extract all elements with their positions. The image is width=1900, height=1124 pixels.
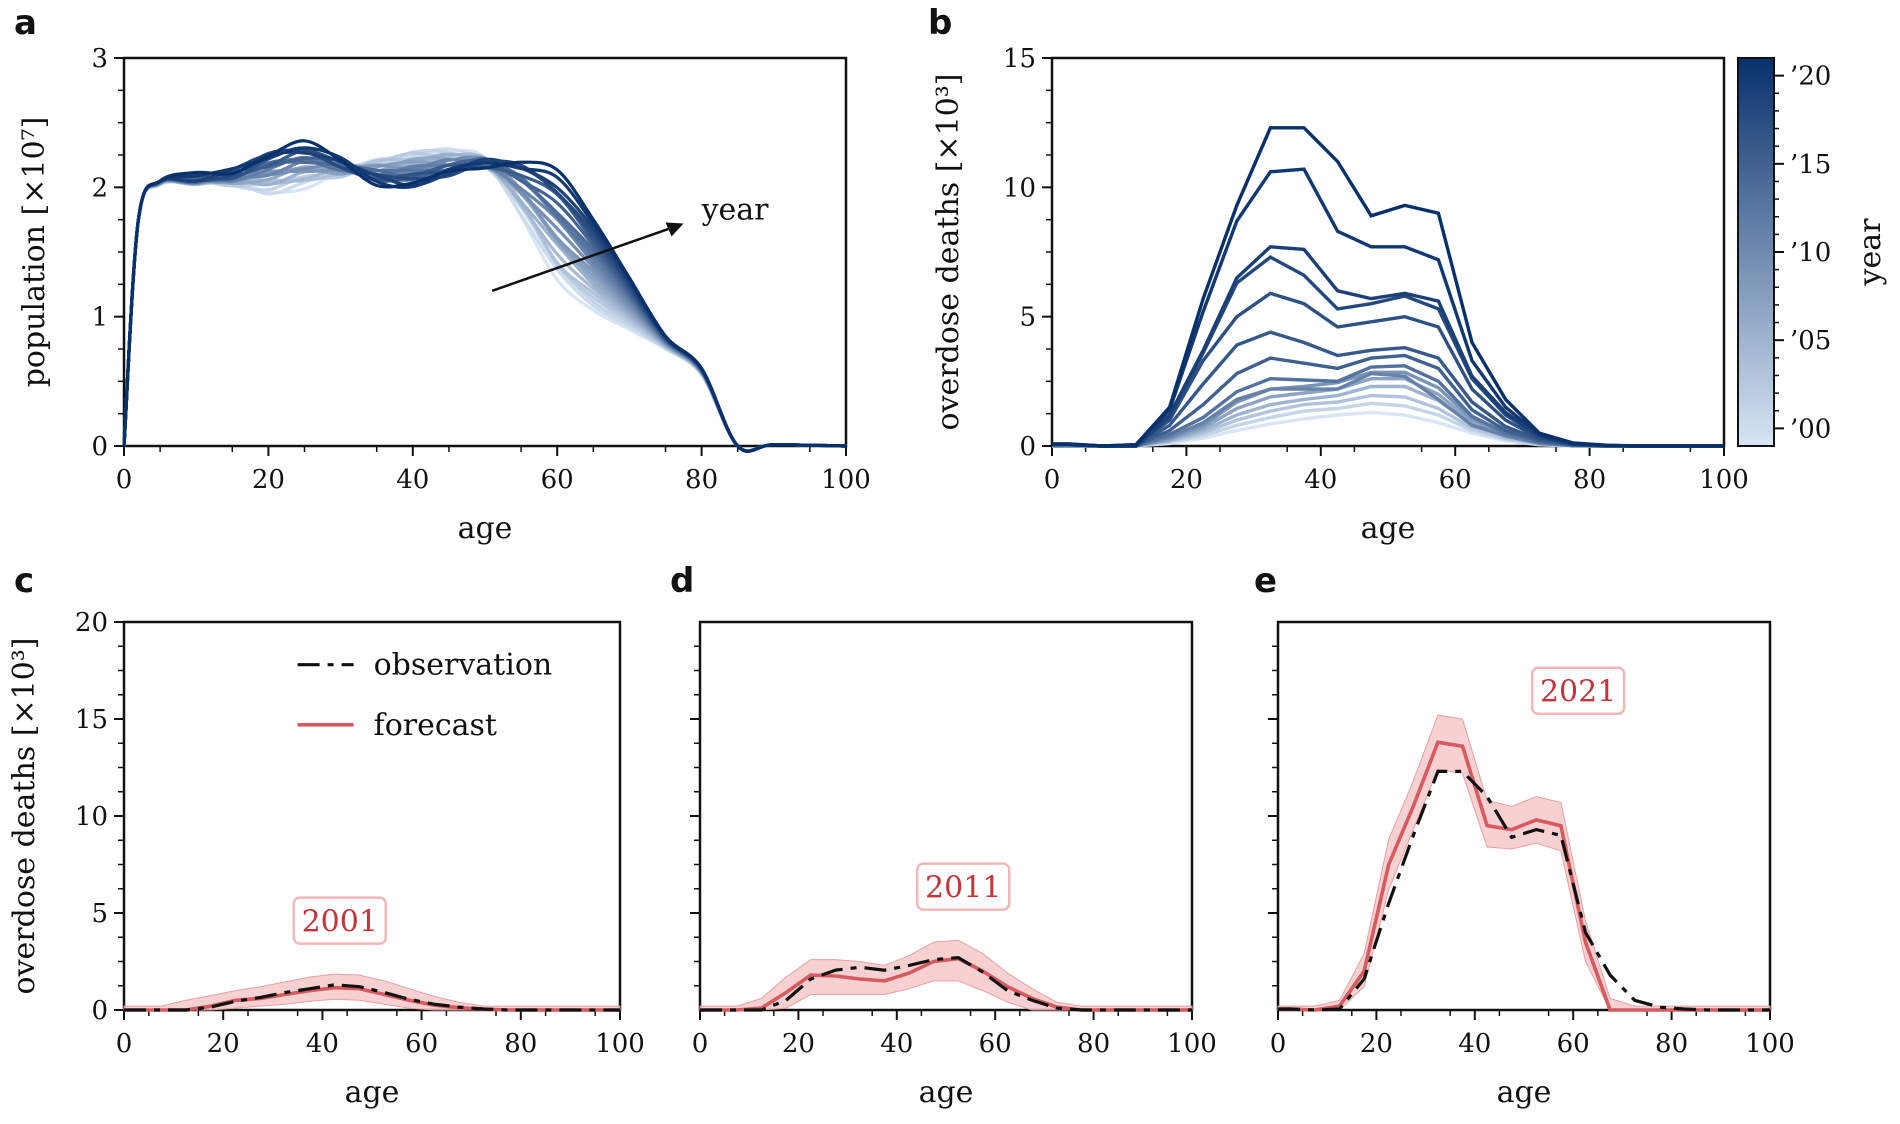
year-label-box [1530, 666, 1626, 715]
panel-d: 0 20 40 60 80 100 age 2011 [690, 620, 1217, 1110]
colorbar [1737, 57, 1775, 447]
x-tick-label: 60 [541, 465, 574, 495]
x-tick-label: 80 [1655, 1029, 1688, 1059]
x-tick-label: 80 [1077, 1029, 1110, 1059]
observation-line [1278, 769, 1770, 1012]
forecast-line [1278, 740, 1770, 1012]
year-arrow-head [665, 222, 684, 237]
overdose-line-2017 [1052, 291, 1724, 448]
panel-letter-d: d [670, 561, 694, 601]
forecast-band [1277, 714, 1771, 1011]
colorbar-tick-label: ’20 [1790, 62, 1831, 92]
x-tick-label: 60 [405, 1029, 438, 1059]
panel-letter-c: c [14, 561, 34, 601]
panel-e: 0 20 40 60 80 100 age 2021 [1268, 620, 1795, 1110]
colorbar-tick-label: ’10 [1790, 238, 1831, 268]
overdose-line-2018 [1052, 255, 1724, 448]
x-tick-label: 0 [1044, 465, 1061, 495]
x-tick-label: 20 [1360, 1029, 1393, 1059]
x-tick-label: 100 [1167, 1029, 1217, 1059]
y-tick-label: 20 [75, 608, 108, 638]
x-tick-label: 100 [1699, 465, 1749, 495]
x-axis-label: age [1361, 511, 1416, 546]
plot-frame [122, 56, 848, 448]
y-tick-label: 15 [1003, 44, 1036, 74]
x-tick-label: 60 [1557, 1029, 1590, 1059]
y-tick-label: 10 [1003, 173, 1036, 203]
panel-a: 0 20 40 60 80 100 0 1 2 3 age population [×10⁷] year [17, 44, 871, 546]
colorbar-label: year [1853, 218, 1888, 287]
y-tick-label: 1 [91, 303, 108, 333]
colorbar-tick-label: ’00 [1790, 414, 1831, 444]
x-tick-label: 100 [821, 465, 871, 495]
year-label: 2011 [925, 871, 1001, 906]
y-tick-label: 10 [75, 802, 108, 832]
x-tick-label: 20 [782, 1029, 815, 1059]
x-tick-label: 40 [306, 1029, 339, 1059]
x-tick-label: 0 [1270, 1029, 1287, 1059]
x-tick-label: 80 [1573, 465, 1606, 495]
x-axis-label: age [919, 1075, 974, 1110]
panel-c: 0 20 40 60 80 100 0 5 10 15 20 age overdose deaths [… [7, 608, 645, 1110]
x-tick-label: 100 [595, 1029, 645, 1059]
year-arrow [491, 224, 677, 292]
y-tick-label: 2 [91, 173, 108, 203]
y-tick-label: 0 [91, 996, 108, 1026]
legend-forecast-label: forecast [374, 708, 497, 743]
y-tick-label: 0 [91, 432, 108, 462]
population-line [122, 139, 847, 453]
x-tick-label: 60 [1439, 465, 1472, 495]
observation-line [124, 983, 620, 1012]
x-axis-label: age [1497, 1075, 1552, 1110]
panel-letter-e: e [1254, 561, 1277, 601]
y-axis-label: population [×10⁷] [17, 117, 52, 388]
year-label: 2021 [1540, 675, 1616, 710]
legend-observation-label: observation [374, 648, 553, 683]
y-axis-label: overdose deaths [×10³] [7, 638, 42, 995]
y-tick-label: 5 [91, 899, 108, 929]
panel-b: 0 20 40 60 80 100 0 5 10 15 age overdose deaths [×1… [931, 44, 1888, 546]
overdose-line-2019 [1052, 245, 1724, 448]
y-tick-label: 3 [91, 44, 108, 74]
colorbar-tick-label: ’05 [1790, 326, 1831, 356]
forecast-line [700, 956, 1192, 1012]
year-label-box [292, 896, 388, 945]
panel-letter-a: a [14, 3, 37, 43]
x-tick-label: 0 [116, 465, 133, 495]
year-label: 2001 [302, 905, 378, 940]
x-tick-label: 40 [396, 465, 429, 495]
y-tick-label: 0 [1019, 432, 1036, 462]
x-tick-label: 40 [1458, 1029, 1491, 1059]
year-label-box [915, 862, 1011, 911]
x-tick-label: 20 [252, 465, 285, 495]
x-tick-label: 0 [116, 1029, 133, 1059]
y-axis-label: overdose deaths [×10³] [931, 74, 966, 431]
x-axis-label: age [345, 1075, 400, 1110]
x-tick-label: 20 [1170, 465, 1203, 495]
year-annotation: year [701, 193, 770, 228]
y-tick-label: 5 [1019, 303, 1036, 333]
x-tick-label: 80 [504, 1029, 537, 1059]
x-tick-label: 60 [979, 1029, 1012, 1059]
y-tick-label: 15 [75, 705, 108, 735]
x-tick-label: 40 [1304, 465, 1337, 495]
x-tick-label: 100 [1745, 1029, 1795, 1059]
x-axis-label: age [458, 511, 513, 546]
x-tick-label: 80 [685, 465, 718, 495]
x-tick-label: 20 [207, 1029, 240, 1059]
colorbar-tick-label: ’15 [1790, 150, 1831, 180]
x-tick-label: 0 [692, 1029, 709, 1059]
panel-letter-b: b [928, 3, 952, 43]
x-tick-label: 40 [880, 1029, 913, 1059]
overdose-line-2021 [1052, 126, 1724, 448]
